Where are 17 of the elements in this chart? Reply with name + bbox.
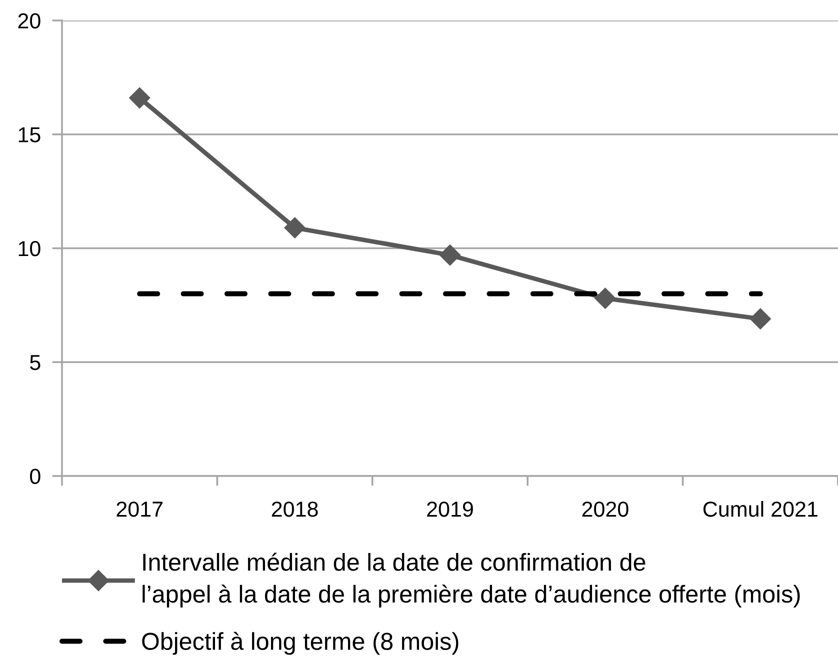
y-tick-label: 0 (30, 468, 40, 484)
x-tick-label: 2019 (427, 502, 473, 517)
y-tick-label: 20 (18, 13, 40, 29)
x-tick-label: 2020 (582, 502, 628, 517)
y-tick-label: 15 (18, 127, 40, 142)
point (439, 244, 461, 266)
x-tick-label: 2017 (116, 502, 162, 517)
point (594, 288, 616, 309)
y-tick-label: 10 (18, 241, 40, 256)
x-tick-label: Cumul 2021 (703, 501, 818, 517)
point (750, 308, 771, 330)
y-tick-label: 5 (30, 355, 40, 370)
x-tick-label: 2018 (272, 502, 318, 517)
legend-label: Objectif à long terme (8 mois) (142, 632, 458, 655)
point (129, 87, 150, 108)
point (284, 217, 306, 238)
legend-label: Intervalle médian de la date de confirmation de l’appel à la date de la première date d’audience offerte (mois) (142, 552, 800, 608)
